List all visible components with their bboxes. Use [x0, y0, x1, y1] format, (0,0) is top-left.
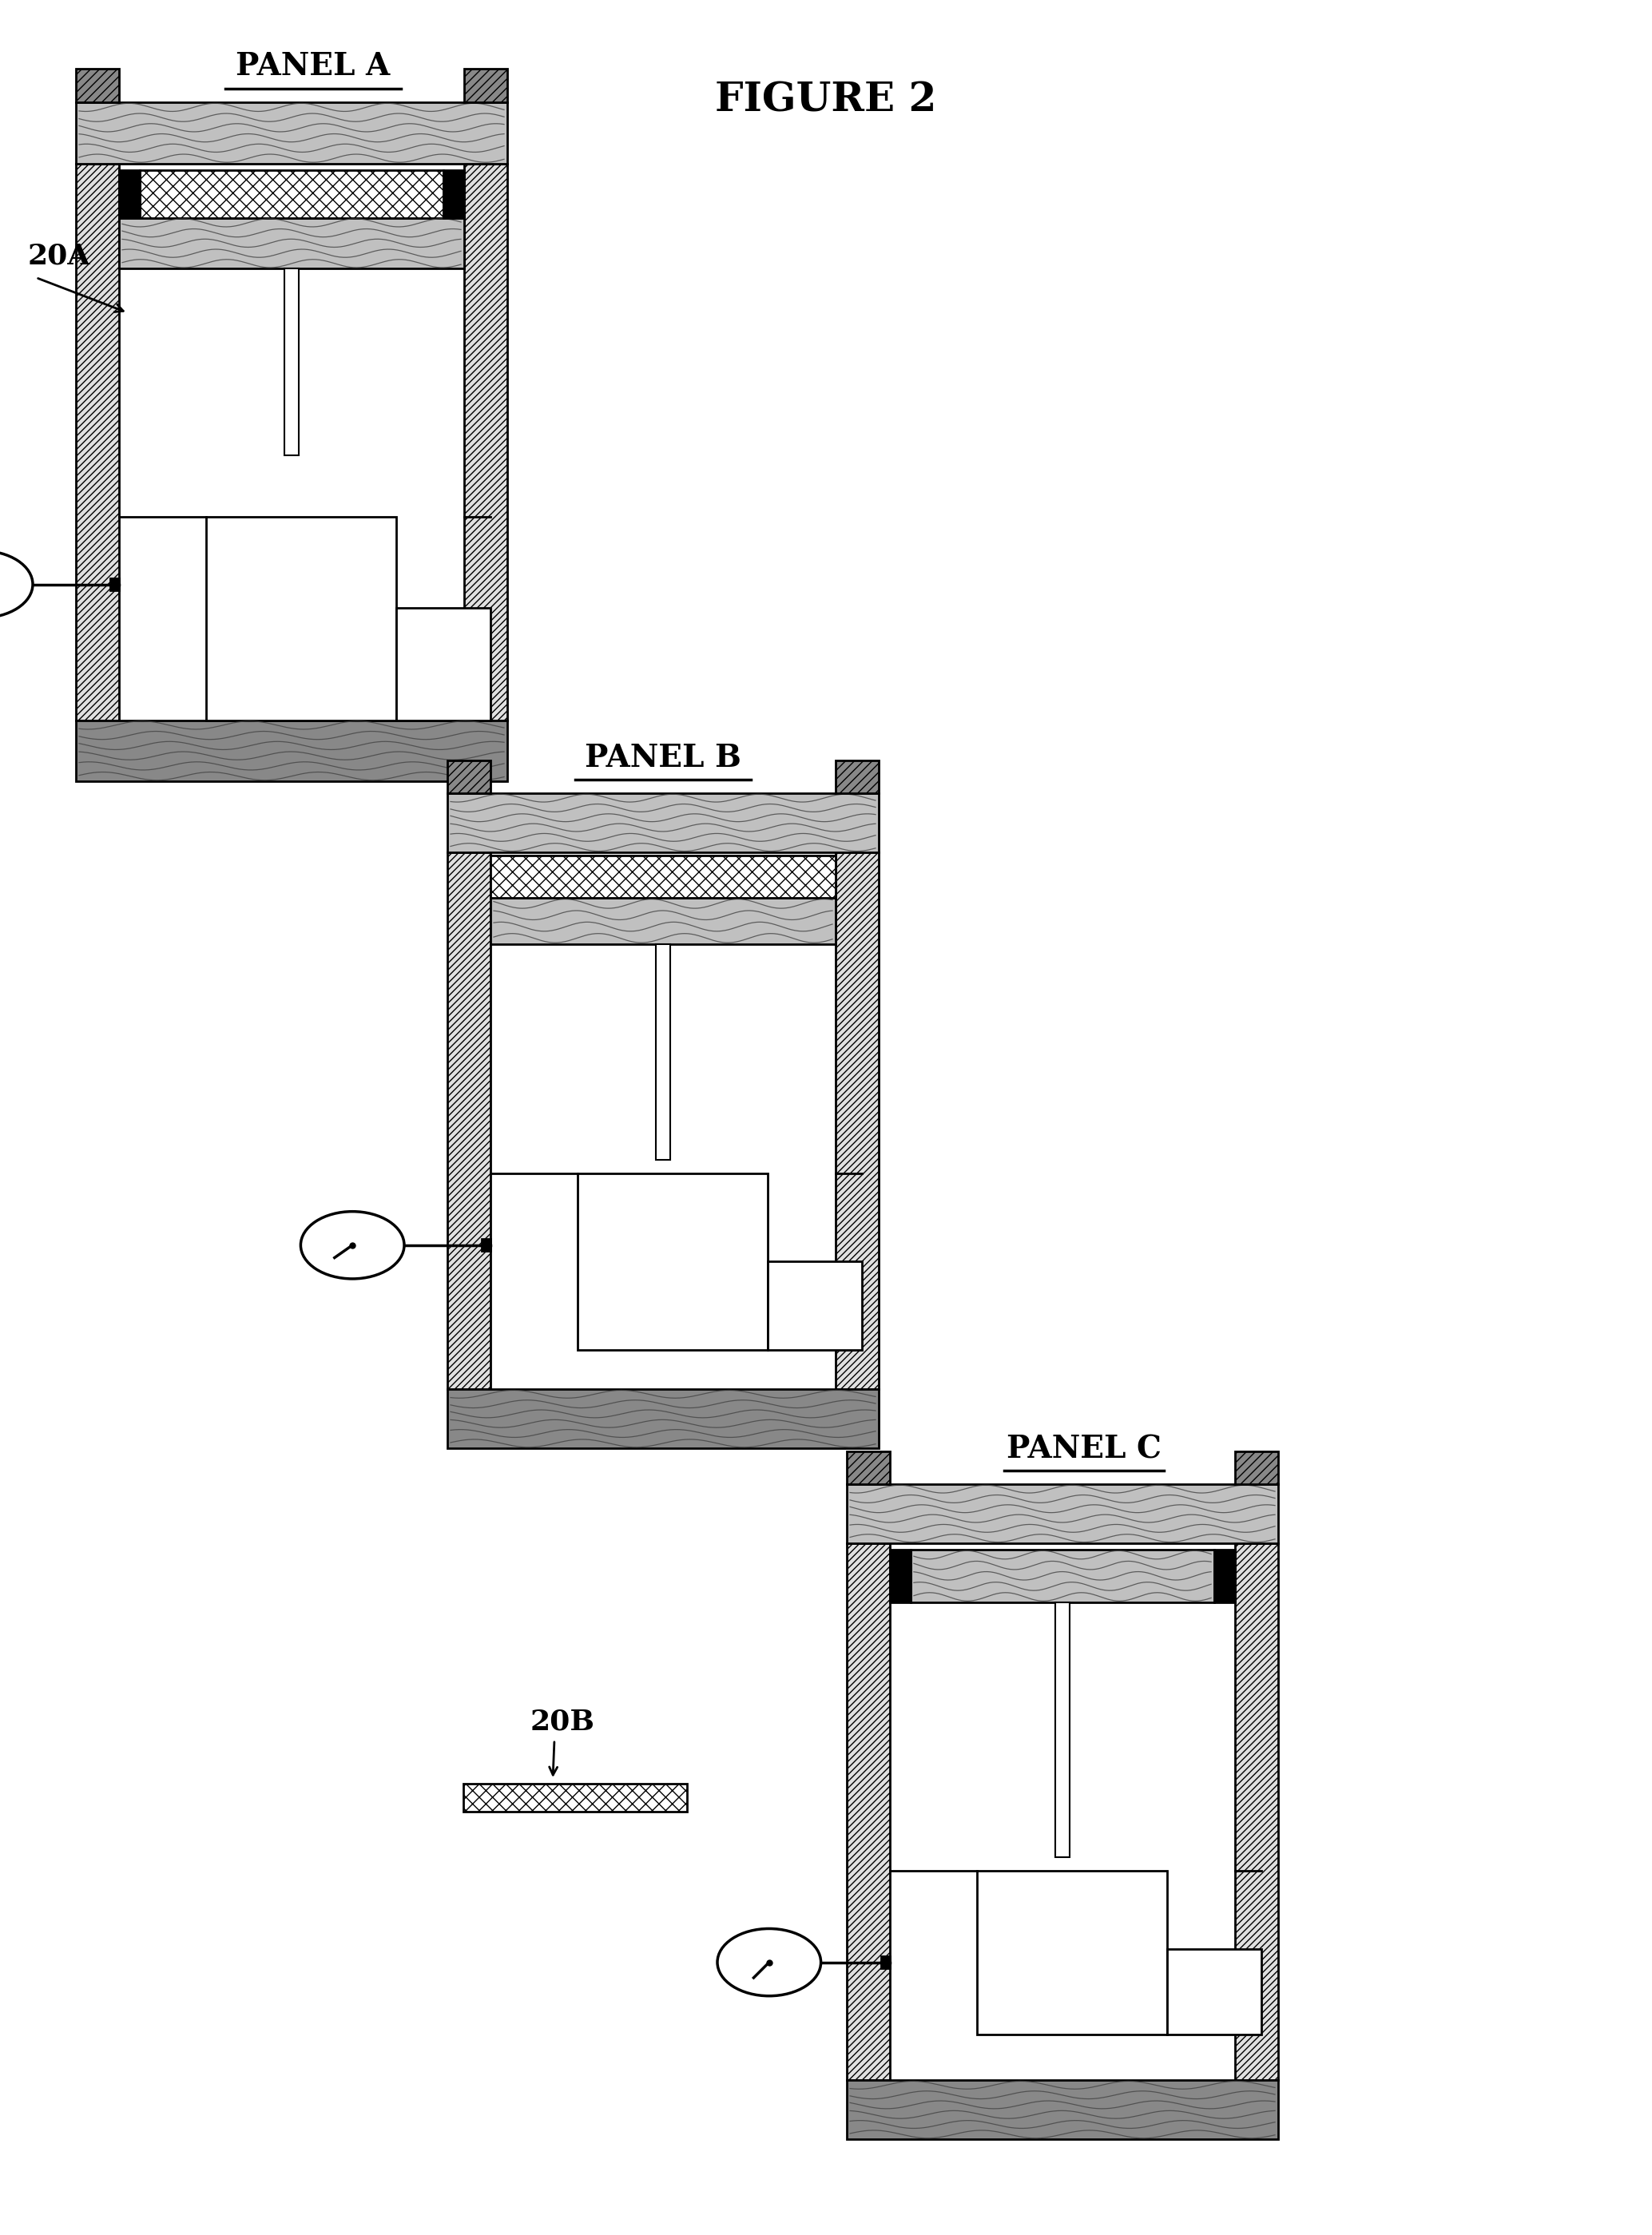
Bar [206, 516, 396, 720]
Bar [464, 163, 507, 720]
Bar [448, 852, 491, 1390]
Bar [1056, 1602, 1070, 1857]
Bar [76, 103, 507, 163]
Ellipse shape [0, 550, 33, 617]
Bar [482, 1238, 491, 1252]
Ellipse shape [717, 1929, 821, 1996]
Bar [847, 1484, 1279, 1542]
Text: PANEL C: PANEL C [1006, 1435, 1161, 1464]
Bar [836, 760, 879, 793]
Bar [847, 1453, 890, 1484]
Bar [396, 608, 491, 720]
Bar [656, 943, 671, 1160]
Bar [448, 793, 879, 852]
Text: FIGURE 2: FIGURE 2 [715, 80, 937, 121]
Bar [111, 579, 119, 590]
Bar [463, 1784, 687, 1813]
Bar [847, 1542, 890, 2081]
Bar [1166, 1949, 1262, 2034]
Bar [836, 852, 879, 1390]
Bar [1214, 1549, 1236, 1602]
Bar [443, 170, 464, 217]
Bar [119, 217, 464, 268]
Bar [768, 1261, 862, 1350]
Bar [578, 1173, 768, 1350]
Bar [491, 898, 836, 943]
Bar [284, 268, 299, 456]
Bar [881, 1956, 890, 1969]
Bar [448, 760, 491, 793]
Text: 20A: 20A [28, 241, 91, 270]
Ellipse shape [301, 1211, 405, 1278]
Bar [448, 1390, 879, 1448]
Bar [1236, 1542, 1279, 2081]
Bar [464, 69, 507, 103]
Bar [847, 2081, 1279, 2139]
Bar [1236, 1453, 1279, 1484]
Text: PANEL A: PANEL A [236, 51, 390, 83]
Bar [976, 1871, 1166, 2034]
Bar [76, 163, 119, 720]
Bar [76, 720, 507, 782]
Bar [76, 69, 119, 103]
Text: 20B: 20B [530, 1708, 595, 1737]
Bar [491, 856, 836, 898]
Text: PANEL B: PANEL B [585, 744, 742, 773]
Bar [140, 170, 443, 217]
Bar [119, 170, 140, 217]
Bar [910, 1549, 1214, 1602]
Bar [890, 1549, 910, 1602]
